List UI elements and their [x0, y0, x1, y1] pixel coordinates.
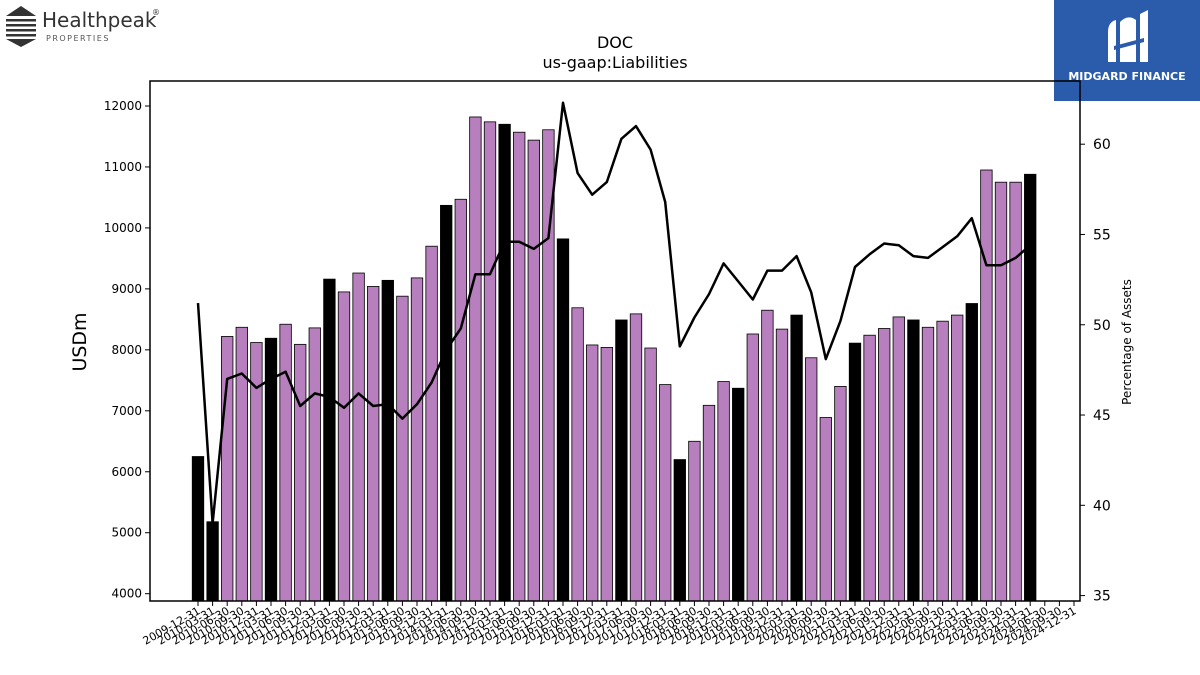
bar — [980, 169, 993, 602]
bar — [308, 327, 321, 602]
bar — [586, 344, 599, 602]
bar — [191, 456, 205, 602]
bar — [892, 316, 905, 602]
bar — [483, 121, 497, 602]
y-axis-label: USDm — [69, 312, 91, 371]
bar — [819, 417, 832, 602]
bar — [834, 386, 847, 602]
bar — [659, 384, 672, 602]
bar — [600, 347, 613, 602]
bar — [761, 309, 774, 602]
y2-tick-label: 35 — [1093, 589, 1111, 605]
bar — [790, 314, 803, 602]
bar — [396, 295, 409, 602]
bar — [454, 198, 467, 602]
y2-tick-label: 45 — [1093, 408, 1111, 424]
series-line — [196, 101, 1032, 525]
line-group — [196, 101, 1032, 525]
bar — [746, 333, 759, 602]
bar — [440, 204, 453, 602]
bar — [250, 342, 263, 602]
bar — [337, 291, 351, 602]
bar — [513, 131, 526, 602]
bar — [629, 313, 643, 602]
y2-tick-label: 55 — [1093, 227, 1111, 243]
y-tick-label: 4000 — [111, 587, 142, 601]
bar — [410, 277, 424, 602]
midgard-finance-logo: MIDGARD FINANCE — [1054, 0, 1200, 101]
bar — [498, 123, 511, 602]
y-tick-label: 10000 — [104, 221, 142, 235]
healthpeak-logo: Healthpeak ® PROPERTIES — [4, 4, 174, 48]
brand-name: Healthpeak — [42, 8, 157, 32]
bar — [615, 319, 628, 602]
bar — [425, 245, 438, 602]
partner-name: MIDGARD FINANCE — [1068, 70, 1186, 83]
y2-tick-label: 60 — [1093, 137, 1111, 153]
bar — [367, 286, 380, 602]
chart-title: DOC — [597, 33, 633, 52]
registered-mark: ® — [152, 8, 160, 17]
bar — [805, 357, 818, 602]
bar — [644, 347, 657, 602]
y-tick-label: 11000 — [104, 160, 142, 174]
bar — [994, 181, 1008, 602]
building-stripes-icon — [6, 6, 36, 47]
y-tick-label: 8000 — [111, 343, 142, 357]
bar — [848, 342, 862, 602]
bar — [936, 320, 949, 602]
y2-tick-label: 40 — [1093, 498, 1111, 514]
bar — [556, 238, 570, 602]
y-tick-label: 12000 — [104, 99, 142, 113]
y-tick-label: 5000 — [111, 526, 142, 540]
y2-axis-label: Percentage of Assets — [1120, 279, 1134, 405]
bars-group — [191, 116, 1037, 602]
bar — [1024, 173, 1037, 602]
bar — [907, 319, 920, 602]
bar — [951, 314, 964, 602]
bar — [294, 343, 307, 602]
bar — [965, 303, 978, 602]
midgard-emblem-icon — [1108, 10, 1148, 62]
bar — [732, 387, 745, 602]
bar — [863, 334, 876, 602]
bar — [381, 279, 394, 602]
bar — [527, 139, 540, 602]
axes-group: 4000 5000 6000 7000 8000 9000 10000 11000 12000 3… — [104, 80, 1111, 648]
y2-tick-label: 50 — [1093, 318, 1111, 334]
bar — [469, 116, 482, 602]
bar — [688, 440, 701, 602]
bar — [235, 326, 248, 602]
bar — [1009, 181, 1022, 602]
y-tick-label: 9000 — [111, 282, 142, 296]
y-tick-label: 7000 — [111, 404, 142, 418]
brand-subtitle: PROPERTIES — [46, 34, 110, 43]
bar — [878, 328, 891, 602]
bar — [717, 381, 730, 602]
bar — [206, 521, 219, 602]
bar — [279, 323, 292, 602]
y-tick-label: 6000 — [111, 465, 142, 479]
bar — [571, 307, 584, 602]
bar — [702, 404, 716, 602]
bar — [323, 278, 336, 602]
bar — [775, 328, 789, 602]
plot-frame — [149, 80, 1081, 602]
bar — [921, 326, 935, 602]
chart-subtitle: us-gaap:Liabilities — [542, 53, 687, 72]
bar — [352, 272, 365, 602]
bar — [673, 459, 686, 602]
